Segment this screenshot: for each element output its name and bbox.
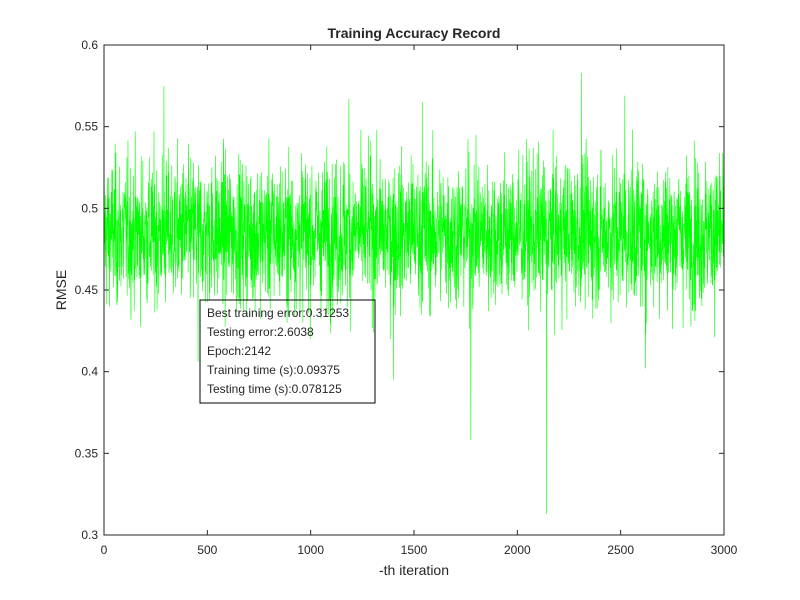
annotation-line-testing-error: Testing error:2.6038 [207,325,314,339]
y-tick-label: 0.6 [81,38,98,52]
annotation-line-epoch: Epoch:2142 [207,344,271,358]
y-tick-label: 0.45 [75,283,99,297]
x-tick-label: 0 [101,543,108,557]
x-tick-label: 3000 [711,543,738,557]
series-layer [103,72,725,514]
annotation-frame [199,299,376,404]
x-tick-label: 500 [197,543,217,557]
y-axis-label: RMSE [53,270,69,310]
y-tick-label: 0.35 [75,446,99,460]
x-tick-label: 2000 [504,543,531,557]
annotation-line-best-training-error: Best training error:0.31253 [207,306,349,320]
y-tick-label: 0.5 [81,201,98,215]
x-axis-label: -th iteration [379,562,449,578]
y-tick-label: 0.3 [81,528,98,542]
chart-title: Training Accuracy Record [328,25,501,41]
annotation-line-testing-time: Testing time (s):0.078125 [207,382,342,396]
x-tick-label: 2500 [607,543,634,557]
x-tick-label: 1500 [401,543,428,557]
y-axis-ticks: 0.3 0.35 0.4 0.45 0.5 0.55 0.6 [75,38,724,542]
x-tick-label: 1000 [297,543,324,557]
annotation-box: Best training error:0.31253 Testing erro… [199,299,376,404]
plot-area [104,45,724,535]
y-tick-label: 0.55 [75,120,99,134]
x-axis-ticks: 0 500 1000 1500 2000 2500 3000 [101,45,738,557]
rmse-series-line [103,72,725,514]
annotation-line-training-time: Training time (s):0.09375 [207,363,340,377]
y-tick-label: 0.4 [81,365,98,379]
